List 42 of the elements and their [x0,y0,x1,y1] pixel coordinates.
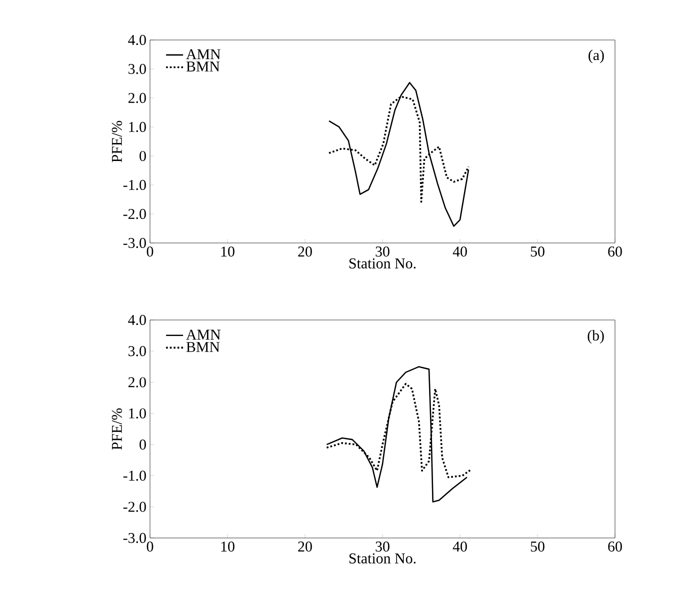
x-tick-label: 50 [530,246,544,257]
x-tick-label: 0 [146,246,154,257]
legend-label: BMN [186,342,220,352]
x-axis-title: Station No. [349,553,416,564]
x-tick-label: 40 [452,246,467,257]
legend-label: AMN [186,330,220,340]
x-tick-label: 50 [530,542,544,552]
line-series [326,366,468,503]
line-series [328,82,470,227]
x-tick-label: 10 [221,542,234,552]
x-tick-label: 60 [608,246,622,257]
y-tick-label: -1.0 [123,180,146,190]
x-tick-label: 60 [608,542,622,552]
annotation: (a) [588,50,604,64]
x-tick-label: 30 [376,246,390,257]
y-tick-label: 4.0 [128,34,146,46]
legend-label: BMN [186,62,220,72]
y-tick-label: -3.0 [123,532,146,544]
y-tick-label: 2.0 [128,377,146,388]
y-tick-label: 1.0 [129,408,146,418]
y-tick-label: -2.0 [123,208,146,220]
legend-label: AMN [186,49,220,60]
x-tick-label: 20 [298,542,312,552]
y-axis-title: PFE/% [112,408,122,450]
x-tick-label: 20 [298,246,312,257]
y-tick-label: 3.0 [128,346,146,356]
x-tick-label: 0 [146,542,154,552]
y-tick-label: 2.0 [128,92,146,104]
x-tick-label: 30 [376,542,390,552]
y-tick-label: -2.0 [123,502,146,512]
x-axis-title: Station No. [349,258,416,269]
y-tick-label: 3.0 [128,64,146,74]
y-tick-label: 1.0 [129,122,146,132]
y-tick-label: -1.0 [123,470,146,481]
y-tick-label: -3.0 [123,238,146,248]
x-tick-label: 10 [221,246,234,257]
y-tick-label: 0 [140,150,146,162]
y-tick-label: 4.0 [128,314,146,326]
y-axis-title: PFE/% [112,120,122,162]
y-tick-label: 0 [140,440,146,450]
annotation: (b) [588,330,604,344]
x-tick-label: 40 [452,542,467,552]
